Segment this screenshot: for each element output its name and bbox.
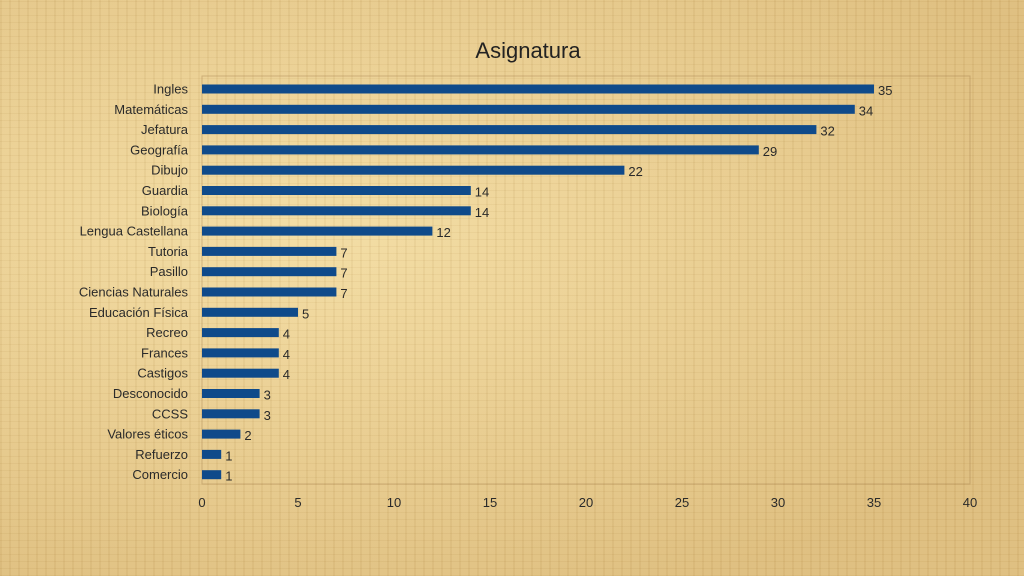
data-label: 7 [340, 286, 347, 301]
category-label: Castigos [137, 366, 188, 381]
category-label: Comercio [132, 467, 188, 482]
x-tick-label: 30 [771, 495, 785, 510]
category-label: Frances [141, 345, 188, 360]
data-label: 5 [302, 306, 309, 321]
bar-19 [202, 470, 222, 480]
data-label: 14 [475, 205, 489, 220]
category-label: Jefatura [141, 122, 189, 137]
x-tick-label: 20 [579, 495, 593, 510]
category-label: Lengua Castellana [80, 224, 189, 239]
category-label: Dibujo [151, 163, 188, 178]
category-label: Geografía [130, 142, 189, 157]
x-tick-label: 35 [867, 495, 881, 510]
bar-12 [202, 328, 279, 338]
bar-10 [202, 287, 337, 297]
x-tick-label: 5 [294, 495, 301, 510]
data-label: 12 [436, 225, 450, 240]
plot-area [201, 75, 971, 485]
x-tick-label: 15 [483, 495, 497, 510]
chart-title: Asignatura [475, 38, 581, 63]
data-label: 35 [878, 83, 892, 98]
data-label: 32 [820, 124, 834, 139]
category-label: Valores éticos [107, 427, 188, 442]
category-label: Matemáticas [114, 102, 188, 117]
category-label: Pasillo [150, 264, 188, 279]
category-label: Recreo [146, 325, 188, 340]
category-label: Ciencias Naturales [79, 285, 189, 300]
bar-18 [202, 449, 222, 459]
bar-0 [202, 84, 874, 94]
data-label: 7 [340, 245, 347, 260]
bar-4 [202, 165, 625, 175]
data-label: 7 [340, 266, 347, 281]
x-tick-label: 25 [675, 495, 689, 510]
data-label: 1 [225, 469, 232, 484]
data-label: 34 [859, 103, 873, 118]
x-tick-label: 10 [387, 495, 401, 510]
data-label: 4 [283, 347, 290, 362]
category-label: Guardia [142, 183, 189, 198]
bar-14 [202, 368, 279, 378]
category-label: Biología [141, 203, 189, 218]
category-label: CCSS [152, 406, 188, 421]
data-label: 4 [283, 327, 290, 342]
data-label: 4 [283, 367, 290, 382]
x-axis-ticks: 0 5 10 15 20 25 30 35 40 [198, 495, 977, 510]
data-label: 22 [628, 164, 642, 179]
data-label: 3 [264, 408, 271, 423]
bar-13 [202, 348, 279, 358]
category-label: Ingles [153, 82, 188, 97]
data-label: 2 [244, 428, 251, 443]
data-label: 14 [475, 185, 489, 200]
bar-16 [202, 409, 260, 419]
bar-8 [202, 246, 337, 256]
category-label: Refuerzo [135, 447, 188, 462]
x-tick-label: 40 [963, 495, 977, 510]
bars-group [202, 84, 874, 480]
bar-5 [202, 186, 471, 195]
bar-7 [202, 226, 433, 236]
category-label: Educación Física [89, 305, 189, 320]
category-labels: Ingles Matemáticas Jefatura Geografía Dibujo… [79, 82, 189, 483]
bar-2 [202, 125, 817, 135]
category-label: Tutoria [148, 244, 189, 259]
bar-11 [202, 307, 298, 317]
data-label: 1 [225, 448, 232, 463]
data-label: 3 [264, 388, 271, 403]
bar-15 [202, 389, 260, 398]
bar-17 [202, 429, 241, 439]
category-label: Desconocido [113, 386, 188, 401]
bar-3 [202, 145, 759, 155]
bar-6 [202, 206, 471, 216]
bar-9 [202, 267, 337, 277]
data-label: 29 [763, 144, 777, 159]
x-tick-label: 0 [198, 495, 205, 510]
bar-1 [202, 104, 855, 114]
